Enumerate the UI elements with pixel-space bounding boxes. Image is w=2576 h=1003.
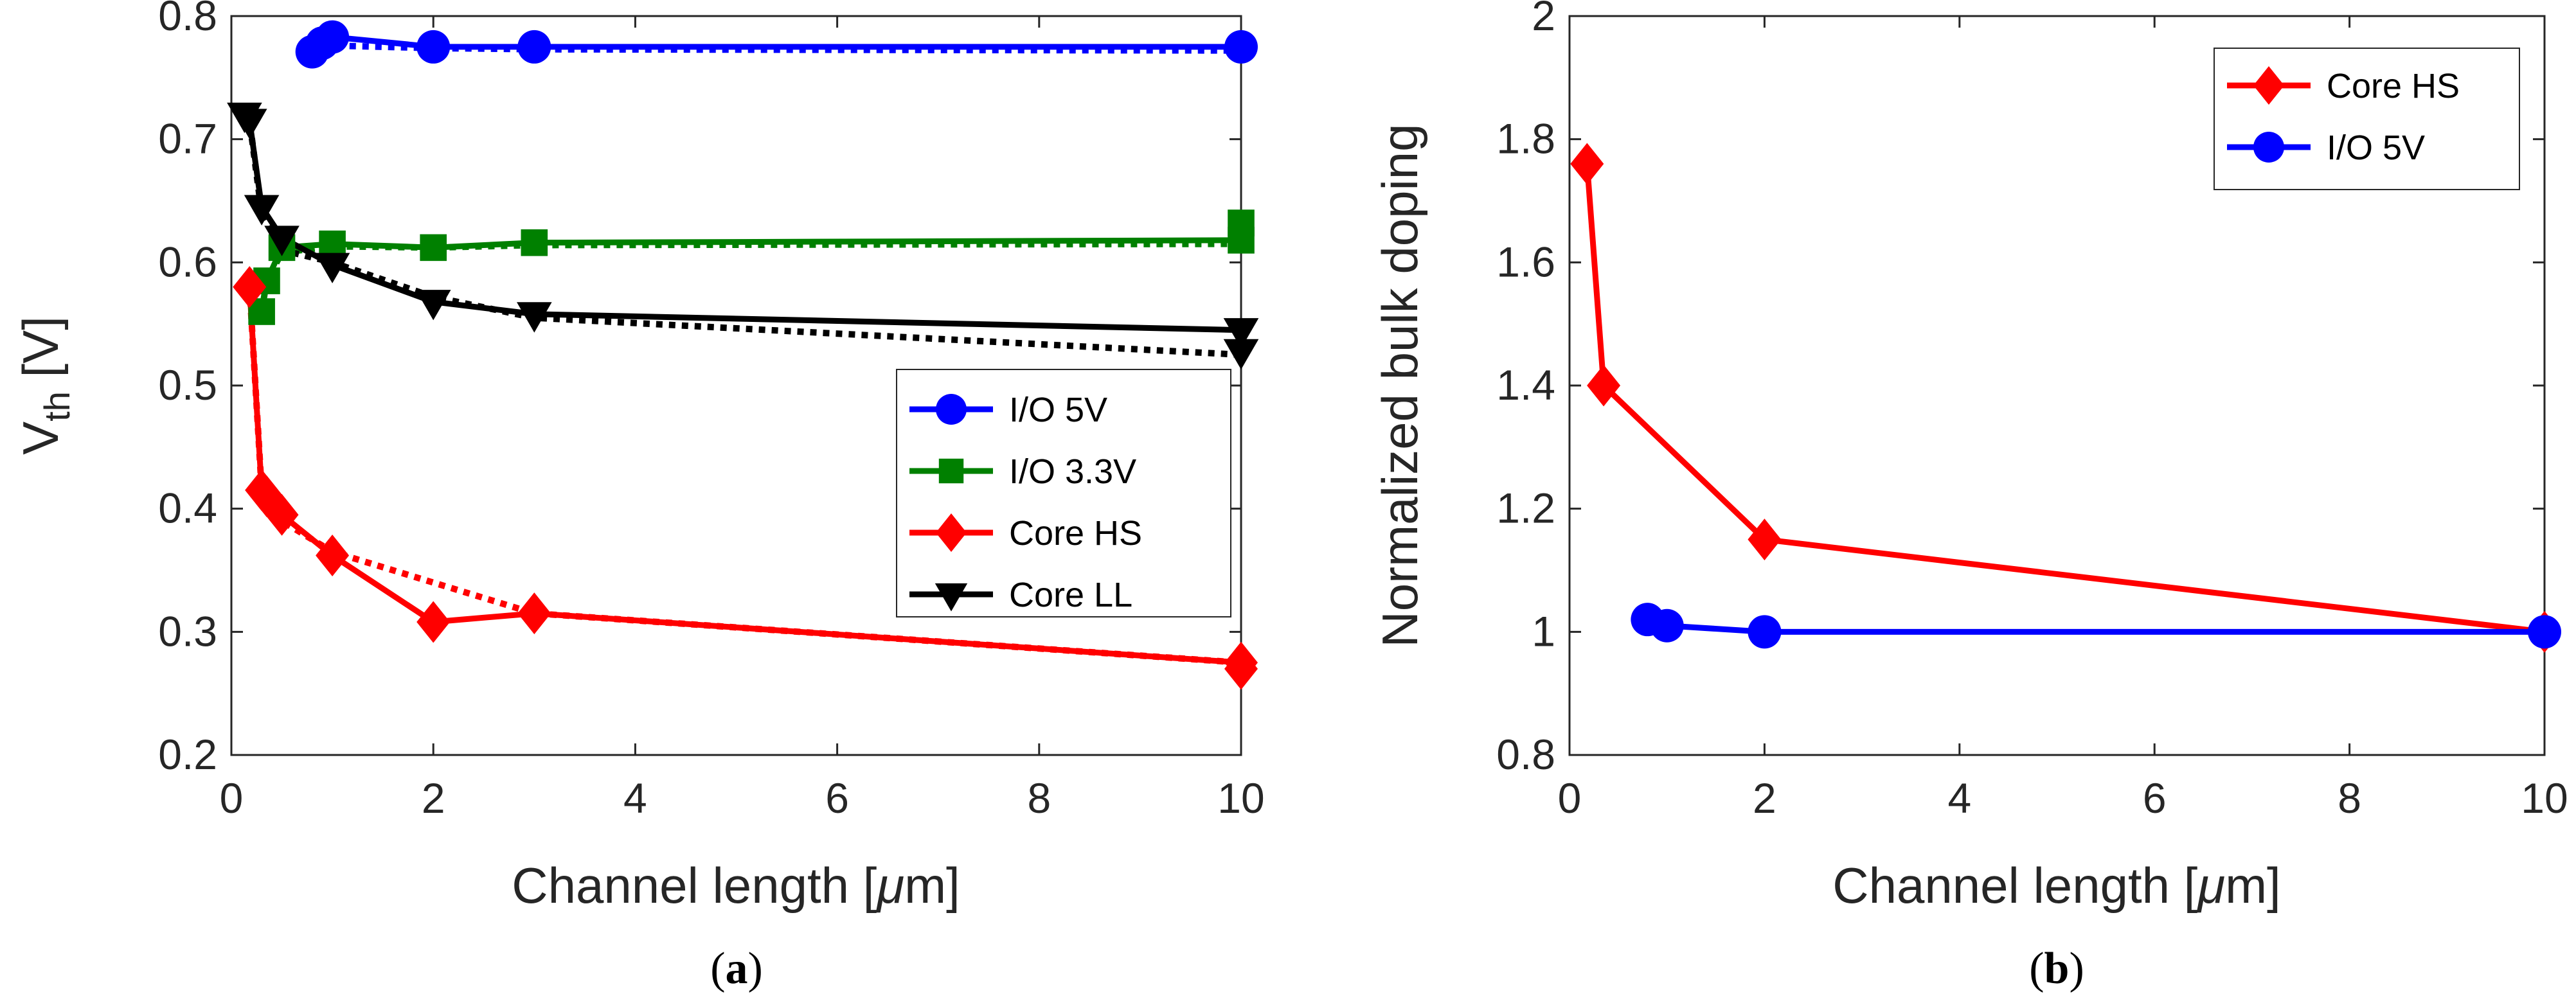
y-tick-label: 1.4 <box>1496 361 1555 409</box>
y-tick-label: 0.4 <box>158 484 217 532</box>
x-tick-label: 4 <box>623 774 647 822</box>
data-point-i-o-5v <box>1748 615 1782 649</box>
data-point-core-hs <box>1587 364 1621 407</box>
y-tick-label: 0.6 <box>158 238 217 285</box>
data-point-core-ll <box>264 226 300 256</box>
panel-a-y-tick-labels: 0.2 0.3 0.4 0.5 0.6 0.7 0.8 <box>158 0 217 778</box>
y-tick-label: 0.3 <box>158 607 217 655</box>
y-tick-label: 0.8 <box>158 0 217 39</box>
legend-marker-core-hs <box>936 513 967 552</box>
data-point-core-ll <box>231 109 267 139</box>
panel-b-y-axis-label: Normalized bulk doping <box>1372 123 1428 647</box>
panel-b-series-lines <box>1584 163 2545 635</box>
y-tick-label: 0.7 <box>158 115 217 163</box>
x-tick-label: 8 <box>2338 774 2361 822</box>
legend-marker-i-o-5v <box>2253 132 2284 163</box>
legend-marker-core-hs <box>2253 66 2284 105</box>
data-point-core-hs <box>517 592 551 635</box>
data-point-i-o-3-3v <box>319 230 346 258</box>
panel-b-y-tick-labels: 0.8 1 1.2 1.4 1.6 1.8 2 <box>1496 0 1555 778</box>
x-tick-label: 10 <box>1217 774 1264 822</box>
data-point-i-o-5v <box>1650 608 1684 643</box>
x-tick-label: 0 <box>1558 774 1582 822</box>
panel-b-legend: Core HS I/O 5V <box>2214 48 2520 190</box>
y-tick-label: 0.5 <box>158 361 217 409</box>
y-tick-label: 0.8 <box>1496 731 1555 778</box>
series-line-i-o-3-3v <box>258 223 1244 312</box>
legend-marker-i-o-3-3v <box>938 458 964 484</box>
series-line-core-ll <box>242 112 1244 351</box>
data-point-core-hs <box>233 266 267 308</box>
legend-label-core-hs: Core HS <box>1009 514 1142 553</box>
data-point-i-o-5v <box>316 20 350 54</box>
legend-label-i-o-3-3v: I/O 3.3V <box>1009 452 1136 491</box>
data-point-core-ll <box>1223 339 1259 370</box>
panel-b-tick-marks <box>1568 15 2546 756</box>
legend-marker-core-ll <box>935 583 968 612</box>
panel-a-x-axis-label: Channel length [μm] <box>512 857 960 914</box>
series-line-core-hs <box>1584 163 2545 635</box>
panel-b-x-axis-label: Channel length [μm] <box>1832 857 2280 914</box>
panel-a-legend-items: I/O 5V I/O 3.3V Core HS Core LL <box>909 391 1142 614</box>
panel-b-caption: (b) <box>2029 944 2084 993</box>
data-point-core-hs <box>1224 648 1258 690</box>
legend-label-i-o-5v: I/O 5V <box>1009 391 1107 429</box>
panel-a-y-axis-label: Vth [V] <box>12 316 77 455</box>
data-point-i-o-3-3v <box>521 229 548 256</box>
legend-marker-i-o-5v <box>936 394 967 425</box>
data-point-core-hs <box>1570 143 1604 185</box>
data-point-core-ll <box>517 302 552 333</box>
legend-label-i-o-5v: I/O 5V <box>2327 129 2425 167</box>
data-point-core-hs <box>265 493 299 536</box>
data-point-i-o-3-3v <box>420 234 447 262</box>
x-tick-label: 10 <box>2521 774 2568 822</box>
panel-a-tick-marks <box>230 15 1242 756</box>
y-tick-label: 0.2 <box>158 731 217 778</box>
x-tick-label: 4 <box>1947 774 1971 822</box>
panel-a-legend: I/O 5V I/O 3.3V Core HS Core LL <box>896 369 1231 617</box>
x-tick-label: 2 <box>422 774 445 822</box>
data-point-i-o-5v <box>517 30 551 64</box>
panel-a-caption: (a) <box>710 944 763 993</box>
y-tick-label: 1.2 <box>1496 484 1555 532</box>
data-point-i-o-3-3v <box>1228 209 1255 236</box>
data-point-core-ll <box>415 290 451 321</box>
fit-line-i-o-3-3v <box>258 240 1242 312</box>
x-tick-label: 2 <box>1753 774 1776 822</box>
panel-b-x-tick-labels: 0 2 4 6 8 10 <box>1558 774 2568 822</box>
data-point-i-o-5v <box>2528 615 2561 649</box>
data-point-core-hs <box>416 601 451 643</box>
x-tick-label: 0 <box>220 774 244 822</box>
panel-a-markers <box>227 20 1259 690</box>
y-tick-label: 2 <box>1532 0 1555 39</box>
data-point-core-hs <box>316 535 350 576</box>
y-tick-label: 1.6 <box>1496 238 1555 285</box>
panel-b-legend-items: Core HS I/O 5V <box>2227 66 2460 167</box>
legend-label-core-ll: Core LL <box>1009 576 1132 614</box>
data-point-i-o-5v <box>416 30 451 64</box>
series-line-i-o-5v <box>1647 616 2545 635</box>
x-tick-label: 6 <box>825 774 849 822</box>
panel-b-chart: 0 2 4 6 8 10 0.8 1 1.2 1.4 1.6 1.8 2 Channel length… <box>1372 0 2568 993</box>
panel-a-x-tick-labels: 0 2 4 6 8 10 <box>220 774 1265 822</box>
y-tick-label: 1.8 <box>1496 115 1555 163</box>
data-point-core-ll <box>1223 318 1259 349</box>
data-point-core-hs <box>1748 519 1782 561</box>
data-point-i-o-5v <box>1224 30 1258 64</box>
panel-b-markers <box>1570 143 2561 653</box>
y-tick-label: 1 <box>1532 607 1555 655</box>
x-tick-label: 8 <box>1027 774 1051 822</box>
series-line-i-o-5v <box>310 34 1241 55</box>
legend-label-core-hs: Core HS <box>2327 67 2460 105</box>
panel-a-chart: 0 2 4 6 8 10 0.2 0.3 0.4 0.5 0.6 0.7 0.8 Channel le… <box>12 0 1265 993</box>
x-tick-label: 6 <box>2143 774 2167 822</box>
data-point-core-ll <box>244 195 280 226</box>
data-point-core-ll <box>314 253 350 283</box>
